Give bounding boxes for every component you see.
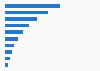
Bar (5, 57, 10, 60)
Bar (5, 11, 48, 14)
Bar (5, 24, 29, 27)
Bar (5, 50, 12, 54)
Bar (5, 17, 37, 21)
Bar (5, 63, 8, 67)
Bar (5, 44, 14, 47)
Bar (5, 4, 60, 8)
Bar (5, 30, 23, 34)
Bar (5, 37, 18, 41)
